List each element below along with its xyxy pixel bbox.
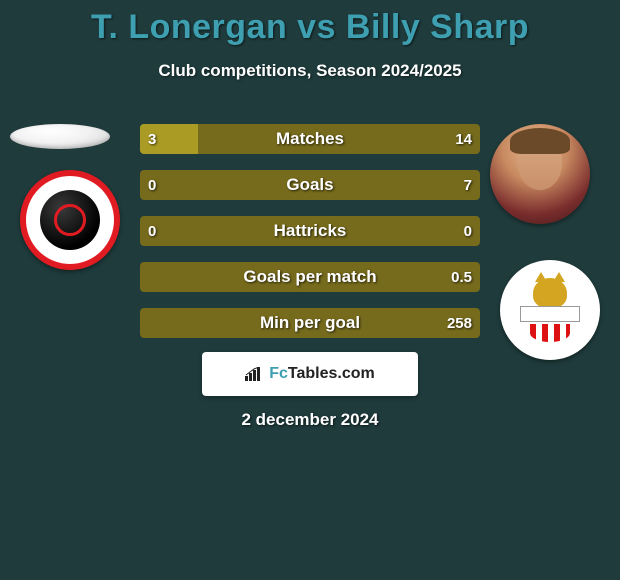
bar-track [140, 262, 480, 292]
player-left-club-badge [20, 170, 120, 270]
stat-row: Goals07 [140, 170, 480, 200]
stat-row: Hattricks00 [140, 216, 480, 246]
stat-value-left: 0 [148, 170, 156, 200]
stat-value-right: 0 [464, 216, 472, 246]
bar-track [140, 216, 480, 246]
stat-value-right: 258 [447, 308, 472, 338]
bar-chart-icon [245, 367, 263, 381]
bar-track [140, 170, 480, 200]
brand-box: FcTables.com [202, 352, 418, 396]
bar-track [140, 308, 480, 338]
player-right-avatar [490, 124, 590, 224]
brand-suffix: Tables.com [288, 365, 375, 382]
fleetwood-badge-icon [40, 190, 100, 250]
stat-row: Min per goal258 [140, 308, 480, 338]
player-right-club-badge [500, 260, 600, 360]
stat-row: Matches314 [140, 124, 480, 154]
brand-prefix: Fc [269, 365, 288, 382]
brand-text: FcTables.com [269, 365, 375, 383]
stat-value-left: 0 [148, 216, 156, 246]
stat-value-left: 3 [148, 124, 156, 154]
player-left-avatar [10, 124, 110, 149]
stats-panel: Matches314Goals07Hattricks00Goals per ma… [140, 124, 480, 354]
subtitle: Club competitions, Season 2024/2025 [0, 61, 620, 81]
stat-value-right: 7 [464, 170, 472, 200]
stat-row: Goals per match0.5 [140, 262, 480, 292]
comparison-infographic: T. Lonergan vs Billy Sharp Club competit… [0, 0, 620, 580]
doncaster-badge-icon [520, 278, 580, 342]
stat-value-right: 14 [455, 124, 472, 154]
footer-date: 2 december 2024 [0, 410, 620, 430]
page-title: T. Lonergan vs Billy Sharp [0, 8, 620, 47]
stat-value-right: 0.5 [451, 262, 472, 292]
